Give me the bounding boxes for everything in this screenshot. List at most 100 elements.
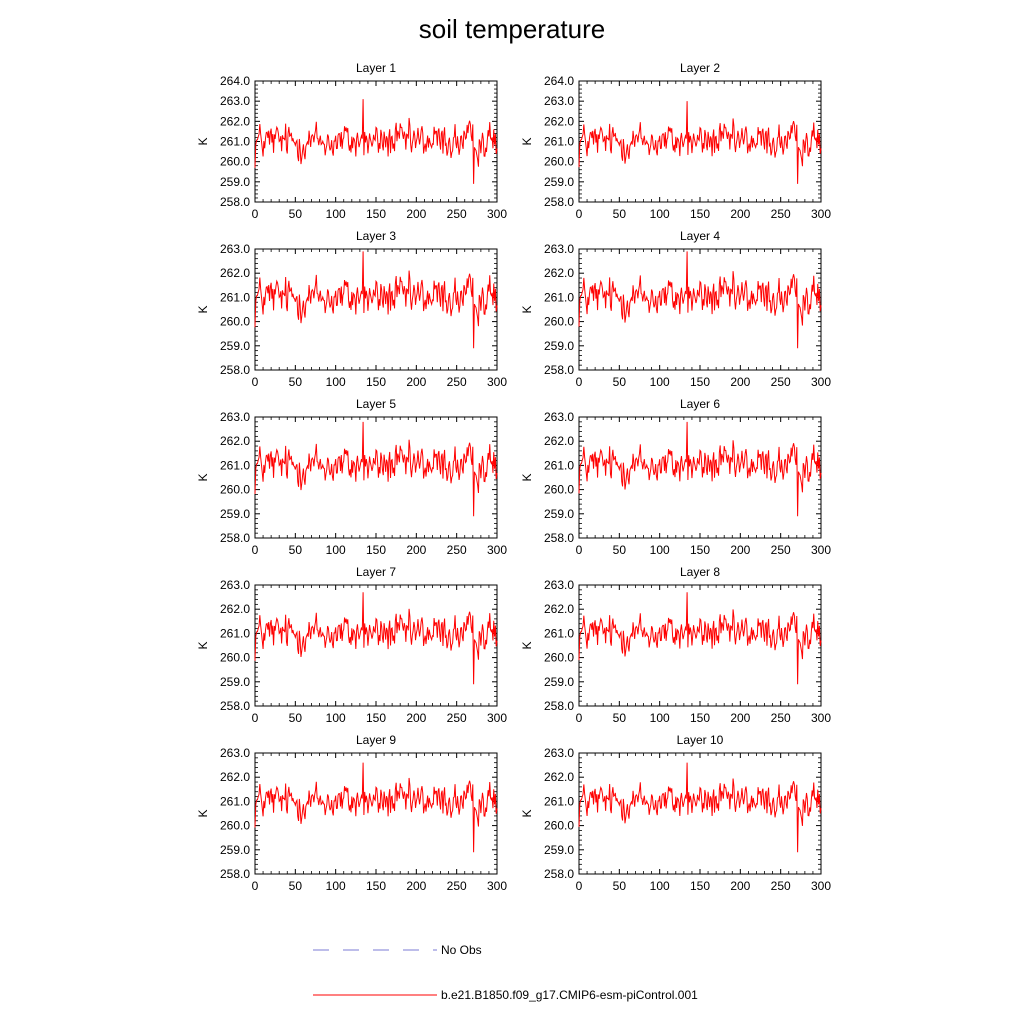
y-tick-label: 262.0 [220,114,250,128]
x-tick-label: 0 [252,711,259,725]
series-line [254,421,498,517]
x-tick-label: 0 [252,879,259,893]
x-tick-label: 200 [730,879,750,893]
x-tick-label: 50 [289,207,303,221]
legend-label-no-obs: No Obs [441,943,482,957]
x-tick-label: 200 [730,711,750,725]
x-tick-label: 150 [366,543,386,557]
x-tick-label: 0 [576,375,583,389]
x-tick-label: 200 [730,375,750,389]
y-axis-label: K [196,809,210,817]
panel-title: Layer 8 [680,565,720,579]
panel-title: Layer 9 [356,733,396,747]
y-tick-label: 261.0 [544,458,574,472]
y-tick-label: 263.0 [544,410,574,424]
y-tick-label: 258.0 [220,867,250,881]
y-axis-label: K [520,809,534,817]
x-tick-label: 150 [690,207,710,221]
y-axis-label: K [196,305,210,313]
y-tick-label: 262.0 [544,434,574,448]
y-tick-label: 263.0 [544,746,574,760]
series-line [254,99,498,184]
series-line [254,592,498,685]
y-tick-label: 262.0 [544,266,574,280]
x-tick-label: 0 [252,375,259,389]
y-tick-label: 258.0 [544,867,574,881]
y-tick-label: 261.0 [220,290,250,304]
y-tick-label: 259.0 [220,339,250,353]
y-tick-label: 262.0 [220,602,250,616]
x-tick-label: 200 [406,375,426,389]
panel-title: Layer 6 [680,397,720,411]
x-tick-label: 50 [613,375,627,389]
y-tick-label: 259.0 [544,843,574,857]
x-tick-label: 100 [650,375,670,389]
panel-title: Layer 10 [677,733,724,747]
y-tick-label: 262.0 [220,770,250,784]
panel-1: Layer 1 258.0 259.0 260.0 261.0 262.0 263.0 264… [196,61,507,221]
panel-8: Layer 8 258.0 259.0 260.0 261.0 262.0 263.0 0 50… [520,565,831,725]
x-tick-label: 0 [576,207,583,221]
legend: No Obs b.e21.B1850.f09_g17.CMIP6-esm-piCo… [313,943,698,1002]
panel-6: Layer 6 258.0 259.0 260.0 261.0 262.0 263.0 0 50… [520,397,831,557]
series-line [578,762,822,853]
y-tick-label: 260.0 [544,483,574,497]
x-tick-label: 200 [730,543,750,557]
x-tick-label: 100 [326,711,346,725]
panel-title: Layer 7 [356,565,396,579]
plot-frame [254,584,498,707]
y-axis-label: K [520,641,534,649]
panel-title: Layer 1 [356,61,396,75]
x-tick-label: 100 [326,879,346,893]
y-tick-label: 259.0 [544,675,574,689]
x-tick-label: 0 [252,207,259,221]
y-tick-label: 259.0 [220,507,250,521]
plot-frame [578,416,822,539]
y-tick-label: 262.0 [220,266,250,280]
y-tick-label: 263.0 [220,410,250,424]
y-tick-label: 263.0 [544,578,574,592]
y-tick-label: 259.0 [544,339,574,353]
x-tick-label: 150 [366,711,386,725]
y-tick-label: 258.0 [220,699,250,713]
series-line [254,762,498,853]
x-tick-label: 200 [406,543,426,557]
x-tick-label: 150 [366,375,386,389]
y-tick-label: 262.0 [220,434,250,448]
x-tick-label: 100 [326,207,346,221]
x-tick-label: 100 [650,711,670,725]
x-tick-label: 300 [487,375,507,389]
page-title: soil temperature [418,14,606,44]
panel-title: Layer 4 [680,229,720,243]
x-tick-label: 300 [487,879,507,893]
y-tick-label: 263.0 [220,242,250,256]
x-tick-label: 100 [650,543,670,557]
x-tick-label: 300 [487,543,507,557]
legend-label-model: b.e21.B1850.f09_g17.CMIP6-esm-piControl.… [441,988,698,1002]
y-tick-label: 260.0 [544,651,574,665]
y-tick-label: 262.0 [544,602,574,616]
x-tick-label: 50 [289,711,303,725]
panel-4: Layer 4 258.0 259.0 260.0 261.0 262.0 263.0 0 50… [520,229,831,389]
y-tick-label: 258.0 [220,363,250,377]
x-tick-label: 250 [447,879,467,893]
plot-frame [578,248,822,371]
y-tick-label: 263.0 [544,94,574,108]
x-tick-label: 200 [406,711,426,725]
x-tick-label: 250 [771,375,791,389]
x-tick-label: 300 [487,207,507,221]
panel-title: Layer 2 [680,61,720,75]
x-tick-label: 0 [576,879,583,893]
y-axis-label: K [520,137,534,145]
y-tick-label: 260.0 [220,651,250,665]
plot-frame [578,752,822,875]
y-tick-label: 261.0 [544,626,574,640]
y-tick-label: 263.0 [220,94,250,108]
x-tick-label: 300 [811,879,831,893]
y-tick-label: 259.0 [220,843,250,857]
x-tick-label: 50 [613,879,627,893]
y-tick-label: 258.0 [220,531,250,545]
series-line [578,101,822,184]
x-tick-label: 200 [730,207,750,221]
y-axis-label: K [520,305,534,313]
